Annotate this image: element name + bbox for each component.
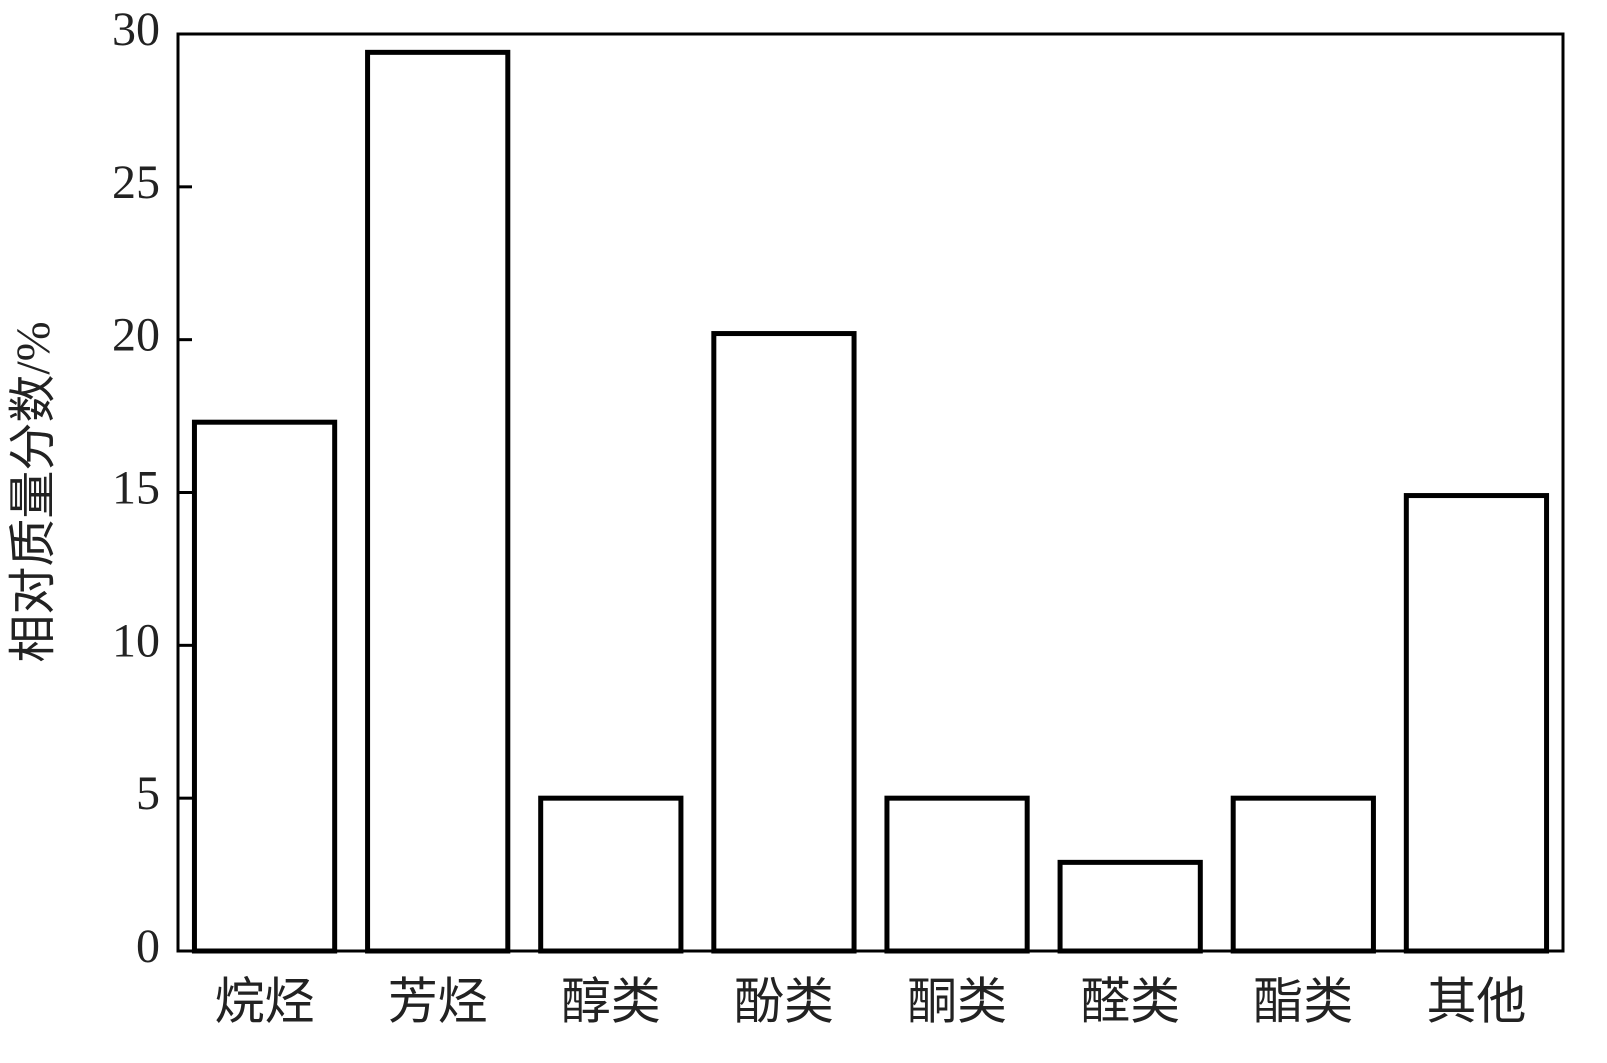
bar — [1057, 859, 1203, 954]
bar — [884, 795, 1030, 954]
bar — [191, 419, 338, 954]
bar — [538, 795, 684, 954]
y-tick-label: 25 — [112, 156, 160, 209]
y-tick-label: 30 — [112, 3, 160, 56]
plot-frame — [176, 32, 1565, 953]
y-tick-label: 0 — [136, 920, 160, 973]
bar — [1403, 493, 1550, 954]
y-tick-label: 10 — [112, 614, 160, 667]
x-tick-label: 酯类 — [1253, 973, 1353, 1029]
x-tick-label: 芳烃 — [388, 973, 488, 1029]
x-tick-label: 醇类 — [561, 973, 661, 1029]
bar — [711, 331, 857, 954]
x-tick-label: 醛类 — [1080, 973, 1180, 1029]
y-tick-label: 5 — [136, 767, 160, 820]
y-axis-label: 相对质量分数/% — [7, 321, 60, 662]
bar — [365, 49, 511, 954]
x-tick-label: 酮类 — [907, 973, 1007, 1029]
x-tick-label: 酚类 — [734, 973, 834, 1029]
x-tick-label: 其他 — [1426, 973, 1526, 1029]
y-tick-label: 15 — [112, 462, 160, 515]
y-tick-label: 20 — [112, 309, 160, 362]
bar — [1230, 795, 1376, 954]
x-tick-label: 烷烃 — [215, 973, 315, 1029]
